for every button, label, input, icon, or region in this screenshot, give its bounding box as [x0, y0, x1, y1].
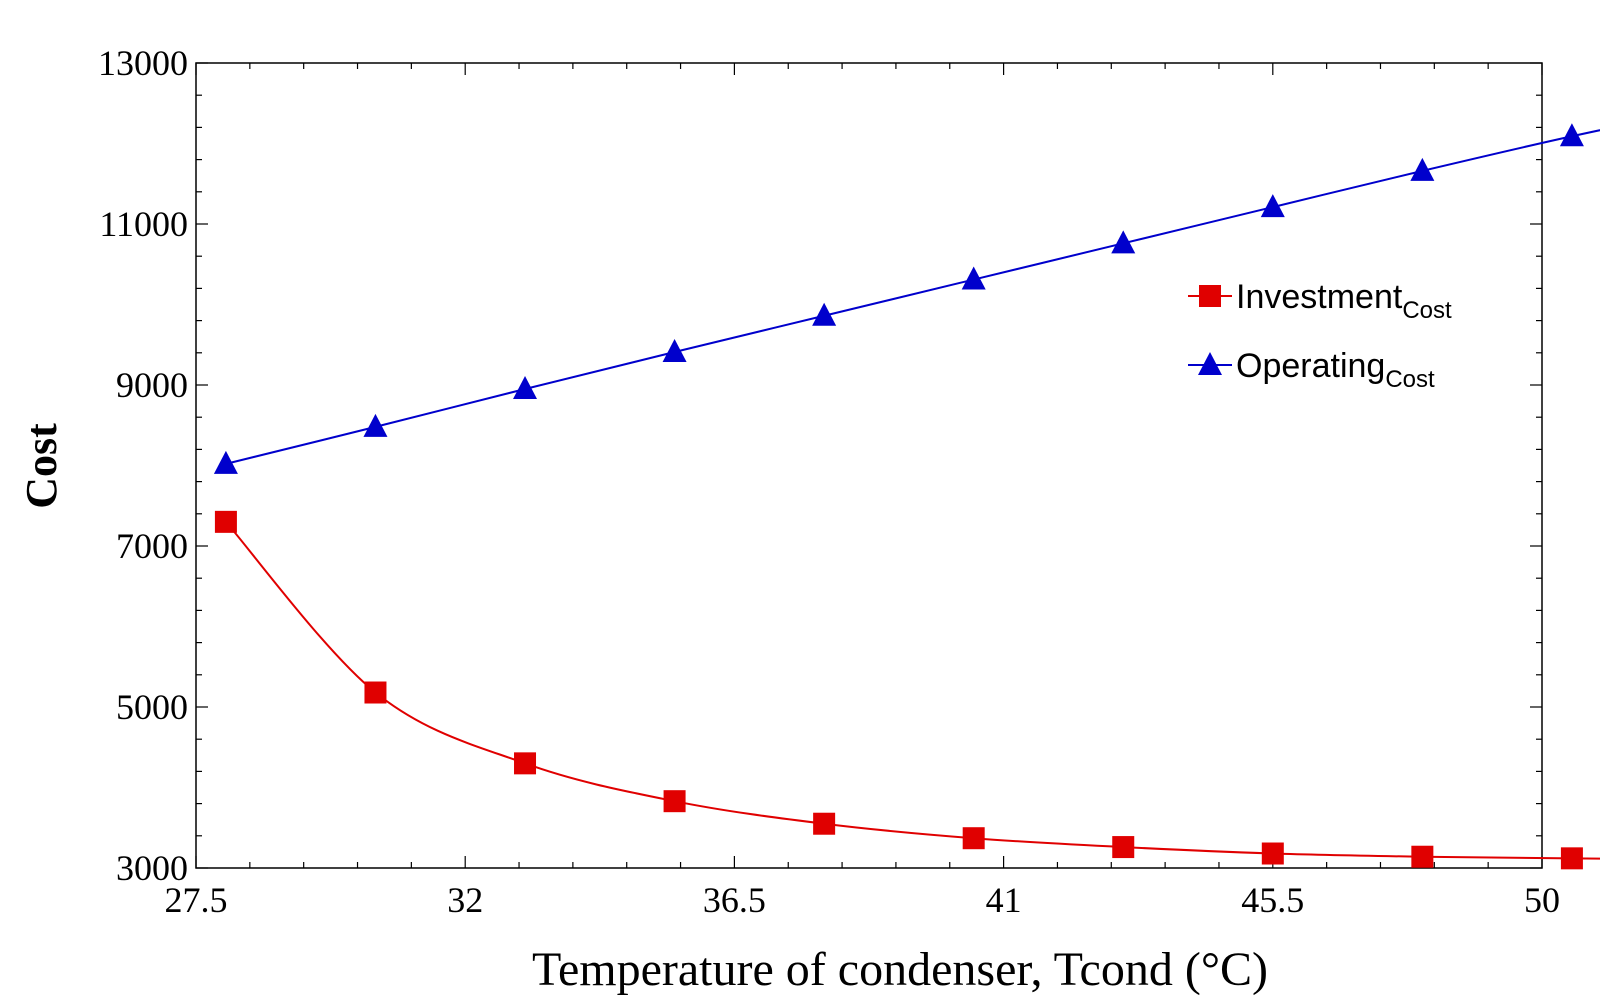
series-1-point — [513, 376, 538, 400]
series-1-point — [213, 450, 238, 474]
series-1-point — [1410, 157, 1435, 181]
y-tick-label: 7000 — [116, 526, 188, 566]
legend-label-0: InvestmentCost — [1236, 278, 1452, 324]
x-tick-labels: 27.5 32 36.5 41 45.5 50 — [165, 880, 1561, 920]
legend: InvestmentCost OperatingCost — [1188, 278, 1452, 393]
series-0-point — [663, 790, 686, 813]
series-0-line — [225, 521, 1600, 860]
series-1-point — [1260, 194, 1285, 218]
x-tick-label: 41 — [986, 880, 1022, 920]
legend-label-1: OperatingCost — [1236, 347, 1435, 393]
y-tick-label: 11000 — [99, 204, 188, 244]
series-0-point — [962, 827, 985, 850]
x-tick-label: 32 — [447, 880, 483, 920]
y-tick-label: 13000 — [98, 43, 188, 83]
series-markers — [213, 123, 1584, 870]
x-tick-label: 36.5 — [703, 880, 766, 920]
series-1-point — [662, 338, 687, 362]
axis-ticks — [195, 62, 1543, 869]
series-0-point — [514, 752, 537, 775]
series-0-point — [1411, 845, 1434, 868]
y-tick-labels: 3000 5000 7000 9000 11000 13000 — [98, 43, 188, 888]
y-axis-title: Cost — [17, 423, 66, 509]
y-tick-label: 9000 — [116, 365, 188, 405]
x-tick-label: 50 — [1524, 880, 1560, 920]
series-0-point — [364, 681, 387, 704]
series-1-point — [1111, 230, 1136, 254]
x-axis-title: Temperature of condenser, Tcond (°C) — [532, 943, 1268, 996]
series-1-point — [363, 413, 388, 437]
x-tick-label: 27.5 — [165, 880, 228, 920]
series-0-point — [214, 510, 237, 533]
series-0-point — [1112, 836, 1135, 859]
series-1-point — [812, 302, 837, 326]
series-0-point — [1560, 847, 1583, 870]
series-1-point — [1559, 123, 1584, 147]
legend-marker-0 — [1199, 285, 1221, 307]
series-1-point — [961, 266, 986, 290]
series-0-point — [813, 812, 836, 835]
series-curves — [225, 129, 1600, 860]
plot-frame — [195, 62, 1543, 869]
legend-marker-1 — [1198, 352, 1222, 375]
x-tick-label: 45.5 — [1241, 880, 1304, 920]
series-0-point — [1261, 842, 1284, 865]
y-tick-label: 5000 — [116, 687, 188, 727]
y-tick-label: 3000 — [116, 848, 188, 888]
